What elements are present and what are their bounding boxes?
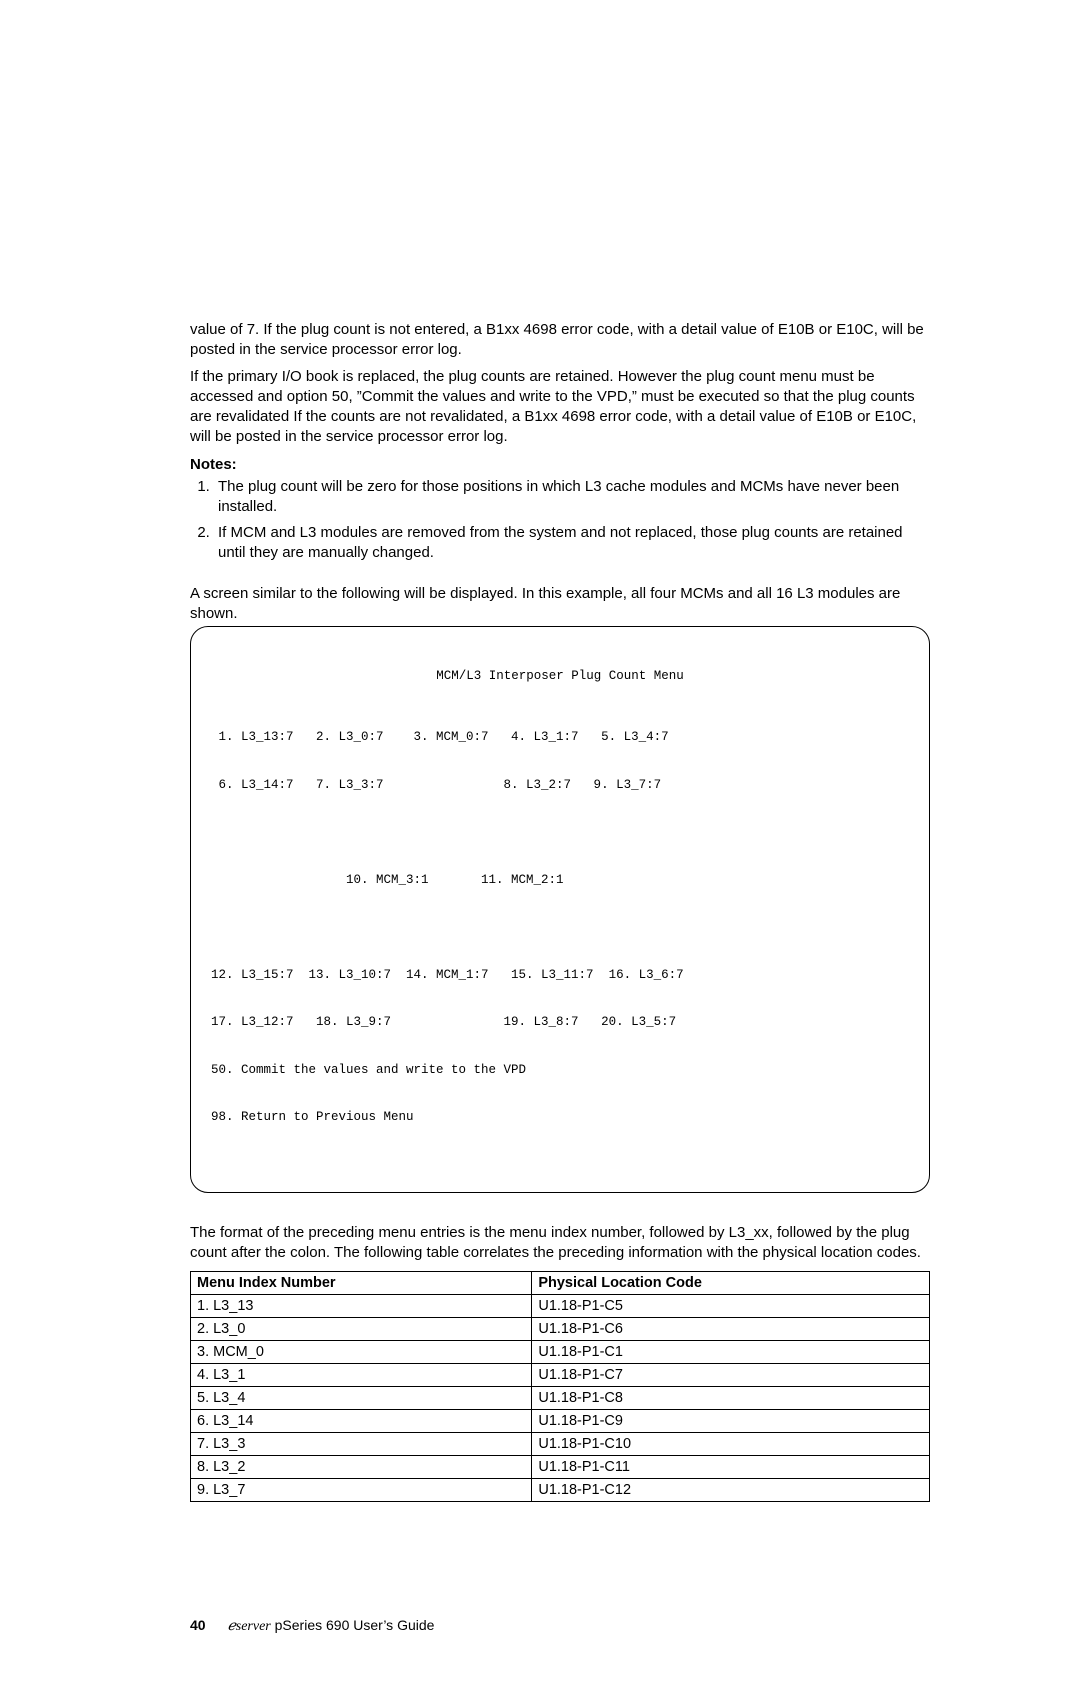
cell-location: U1.18-P1-C9 [532,1410,930,1433]
page-footer: 40 ℯserver pSeries 690 User’s Guide [190,1617,930,1635]
cell-location: U1.18-P1-C1 [532,1341,930,1364]
terminal-screen: MCM/L3 Interposer Plug Count Menu 1. L3_… [190,626,930,1193]
table-row: 2. L3_0U1.18-P1-C6 [191,1318,930,1341]
screen-title: MCM/L3 Interposer Plug Count Menu [211,665,909,689]
brand-label: ℯserver [227,1619,270,1634]
screen-blank [211,821,909,845]
screen-row-4: 12. L3_15:7 13. L3_10:7 14. MCM_1:7 15. … [211,964,909,988]
table-row: 1. L3_13U1.18-P1-C5 [191,1295,930,1318]
page-content: value of 7. If the plug count is not ent… [0,0,1080,1695]
cell-index: 4. L3_1 [191,1364,532,1387]
screen-row-1: 1. L3_13:7 2. L3_0:7 3. MCM_0:7 4. L3_1:… [211,726,909,750]
table-row: 9. L3_7U1.18-P1-C12 [191,1479,930,1502]
paragraph-2: If the primary I/O book is replaced, the… [190,367,930,448]
notes-list: The plug count will be zero for those po… [190,477,930,564]
cell-location: U1.18-P1-C12 [532,1479,930,1502]
screen-row-7: 98. Return to Previous Menu [211,1106,909,1130]
cell-index: 2. L3_0 [191,1318,532,1341]
cell-location: U1.18-P1-C8 [532,1387,930,1410]
cell-location: U1.18-P1-C11 [532,1456,930,1479]
screen-row-3: 10. MCM_3:1 11. MCM_2:1 [211,869,909,893]
screen-row-6: 50. Commit the values and write to the V… [211,1059,909,1083]
paragraph-1: value of 7. If the plug count is not ent… [190,320,930,361]
table-header-location: Physical Location Code [532,1272,930,1295]
table-row: 3. MCM_0U1.18-P1-C1 [191,1341,930,1364]
cell-location: U1.18-P1-C10 [532,1433,930,1456]
cell-location: U1.18-P1-C6 [532,1318,930,1341]
screen-intro: A screen similar to the following will b… [190,584,930,625]
table-row: 4. L3_1U1.18-P1-C7 [191,1364,930,1387]
cell-index: 6. L3_14 [191,1410,532,1433]
cell-index: 3. MCM_0 [191,1341,532,1364]
cell-index: 1. L3_13 [191,1295,532,1318]
paragraph-after-screen: The format of the preceding menu entries… [190,1223,930,1264]
location-table: Menu Index Number Physical Location Code… [190,1271,930,1502]
screen-blank-2 [211,916,909,940]
note-item-2: If MCM and L3 modules are removed from t… [214,523,930,564]
cell-index: 5. L3_4 [191,1387,532,1410]
cell-index: 7. L3_3 [191,1433,532,1456]
table-row: 6. L3_14U1.18-P1-C9 [191,1410,930,1433]
table-header-index: Menu Index Number [191,1272,532,1295]
table-header-row: Menu Index Number Physical Location Code [191,1272,930,1295]
table-row: 7. L3_3U1.18-P1-C10 [191,1433,930,1456]
page-number: 40 [190,1617,206,1633]
table-row: 8. L3_2U1.18-P1-C11 [191,1456,930,1479]
table-row: 5. L3_4U1.18-P1-C8 [191,1387,930,1410]
cell-index: 8. L3_2 [191,1456,532,1479]
note-item-1: The plug count will be zero for those po… [214,477,930,518]
screen-row-2: 6. L3_14:7 7. L3_3:7 8. L3_2:7 9. L3_7:7 [211,774,909,798]
screen-row-5: 17. L3_12:7 18. L3_9:7 19. L3_8:7 20. L3… [211,1011,909,1035]
cell-index: 9. L3_7 [191,1479,532,1502]
cell-location: U1.18-P1-C5 [532,1295,930,1318]
cell-location: U1.18-P1-C7 [532,1364,930,1387]
footer-title: pSeries 690 User’s Guide [271,1617,435,1633]
notes-heading: Notes: [190,456,930,473]
